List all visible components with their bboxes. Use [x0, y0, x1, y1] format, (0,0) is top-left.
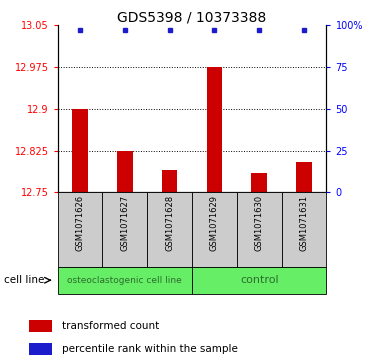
Title: GDS5398 / 10373388: GDS5398 / 10373388: [117, 10, 267, 24]
Bar: [72, 109, 88, 192]
Text: GSM1071631: GSM1071631: [299, 195, 309, 251]
Bar: [29, 320, 52, 332]
Text: cell line: cell line: [4, 275, 44, 285]
Bar: [117, 151, 132, 192]
Bar: [207, 67, 222, 192]
Bar: [162, 170, 177, 192]
Bar: [192, 267, 326, 294]
Text: GSM1071629: GSM1071629: [210, 195, 219, 250]
Bar: [147, 192, 192, 267]
Bar: [29, 343, 52, 355]
Text: GSM1071628: GSM1071628: [165, 195, 174, 251]
Bar: [192, 192, 237, 267]
Bar: [237, 192, 282, 267]
Text: transformed count: transformed count: [62, 321, 159, 331]
Bar: [58, 192, 102, 267]
Bar: [296, 162, 312, 192]
Text: GSM1071630: GSM1071630: [255, 195, 264, 251]
Bar: [58, 267, 192, 294]
Bar: [282, 192, 326, 267]
Text: GSM1071626: GSM1071626: [75, 195, 85, 251]
Bar: [252, 173, 267, 192]
Text: osteoclastogenic cell line: osteoclastogenic cell line: [68, 276, 182, 285]
Text: control: control: [240, 276, 279, 285]
Text: percentile rank within the sample: percentile rank within the sample: [62, 344, 238, 354]
Bar: [102, 192, 147, 267]
Text: GSM1071627: GSM1071627: [120, 195, 129, 251]
